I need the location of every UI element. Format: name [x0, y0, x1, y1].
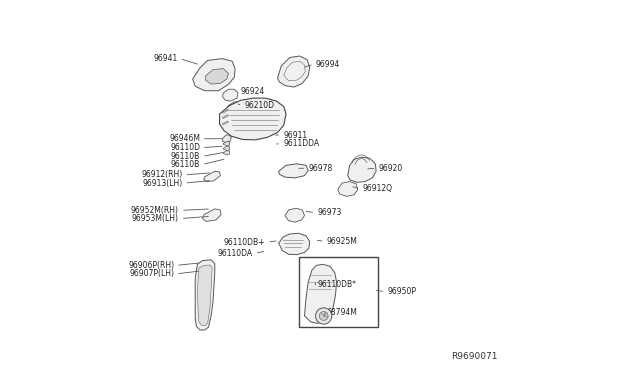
Circle shape [316, 308, 332, 324]
Polygon shape [305, 264, 337, 323]
Text: 96978: 96978 [308, 164, 332, 173]
Polygon shape [227, 102, 243, 112]
Text: 96110B: 96110B [171, 160, 200, 169]
Text: 96907P(LH): 96907P(LH) [129, 269, 174, 278]
Polygon shape [203, 209, 221, 221]
Polygon shape [223, 146, 230, 151]
Bar [299, 257, 378, 327]
Polygon shape [222, 135, 232, 142]
Text: 96110D: 96110D [170, 143, 200, 152]
Polygon shape [223, 89, 238, 101]
Text: 96924: 96924 [241, 87, 265, 96]
Polygon shape [278, 164, 308, 178]
Polygon shape [222, 115, 228, 118]
Polygon shape [278, 56, 310, 87]
Polygon shape [220, 98, 286, 140]
Text: 96912Q: 96912Q [362, 185, 392, 193]
Text: 96110DA: 96110DA [218, 249, 253, 258]
Polygon shape [278, 233, 310, 255]
Text: 96913(LH): 96913(LH) [142, 179, 182, 187]
Circle shape [211, 71, 220, 80]
Polygon shape [197, 265, 212, 326]
Polygon shape [348, 157, 376, 182]
Polygon shape [223, 141, 230, 146]
Text: 96906P(RH): 96906P(RH) [128, 261, 174, 270]
Text: 9611DDA: 9611DDA [283, 140, 319, 148]
Text: 96210D: 96210D [244, 101, 275, 110]
Polygon shape [285, 208, 305, 222]
Text: R9690071: R9690071 [451, 352, 497, 361]
Text: 96110DB+: 96110DB+ [224, 238, 266, 247]
Polygon shape [338, 182, 358, 196]
Text: 96911: 96911 [283, 131, 307, 140]
Text: 96946M: 96946M [169, 134, 200, 143]
Text: 96994: 96994 [316, 60, 340, 69]
Text: 96941: 96941 [154, 54, 178, 63]
Text: 96953M(LH): 96953M(LH) [132, 214, 179, 223]
Text: 96912(RH): 96912(RH) [141, 170, 182, 179]
Polygon shape [195, 260, 215, 330]
Text: 68794M: 68794M [326, 308, 358, 317]
Text: 96110DB*: 96110DB* [317, 280, 356, 289]
Polygon shape [205, 68, 228, 84]
Polygon shape [204, 171, 220, 182]
Polygon shape [223, 151, 230, 155]
Polygon shape [222, 121, 228, 125]
Text: 96925M: 96925M [326, 237, 358, 246]
Text: 96110B: 96110B [171, 152, 200, 161]
Text: 96950P: 96950P [387, 287, 416, 296]
Polygon shape [193, 59, 235, 91]
Text: 96973: 96973 [317, 208, 341, 217]
Polygon shape [222, 109, 228, 113]
Text: 96952M(RH): 96952M(RH) [131, 206, 179, 215]
Circle shape [319, 311, 328, 320]
Text: 96920: 96920 [378, 164, 403, 173]
